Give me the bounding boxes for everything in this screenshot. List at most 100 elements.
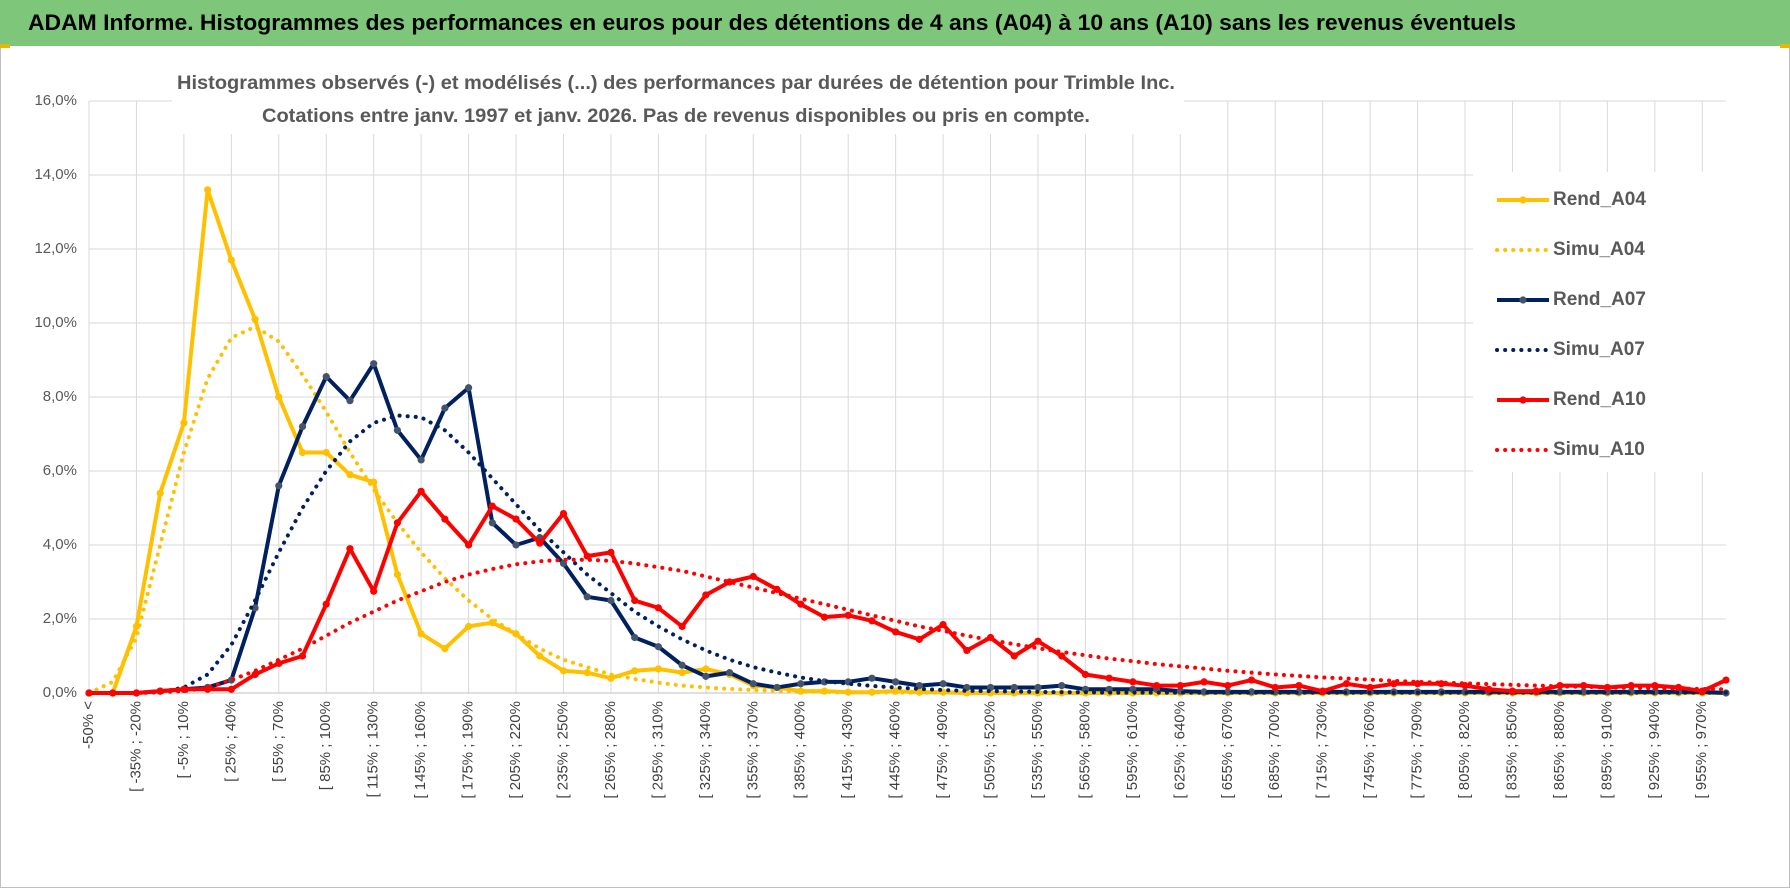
x-tick-label: [ 745% ; 760% xyxy=(1361,701,1378,799)
point xyxy=(464,622,473,631)
legend-marker xyxy=(1519,196,1527,204)
x-tick-label: [ 235% ; 250% xyxy=(554,701,571,799)
point xyxy=(631,667,639,675)
legend: Rend_A04 Simu_A04 Rend_A07 Simu_A07 Rend_A10… xyxy=(1473,172,1726,472)
chart-title: Histogrammes observés (-) et modélisés (… xyxy=(177,73,1175,94)
x-tick-label: [ 805% ; 820% xyxy=(1456,701,1473,799)
point xyxy=(1556,688,1564,696)
legend-box xyxy=(1473,172,1726,472)
legend-label: Rend_A07 xyxy=(1553,289,1646,310)
point xyxy=(654,643,662,651)
point xyxy=(346,471,354,479)
point xyxy=(441,515,449,523)
point xyxy=(773,683,781,692)
point xyxy=(322,373,330,381)
x-tick-label: [ 325% ; 340% xyxy=(697,701,714,799)
point xyxy=(654,665,662,673)
x-tick-label: [ 625% ; 640% xyxy=(1171,701,1188,799)
x-tick-label: [ 85% ; 100% xyxy=(317,701,334,790)
point xyxy=(559,509,568,518)
legend-label: Rend_A04 xyxy=(1553,189,1646,210)
point xyxy=(986,633,995,642)
x-tick-label: [ 565% ; 580% xyxy=(1076,701,1093,799)
point xyxy=(1129,678,1137,686)
legend-marker xyxy=(1519,296,1527,304)
x-tick-label: [ 895% ; 910% xyxy=(1598,701,1615,799)
x-tick-label: [ 925% ; 940% xyxy=(1646,701,1663,799)
x-tick-label: [ 445% ; 460% xyxy=(887,701,904,799)
point xyxy=(275,482,283,490)
x-tick-label: [ 865% ; 880% xyxy=(1551,701,1568,799)
point xyxy=(678,661,686,669)
point xyxy=(892,678,900,686)
point xyxy=(298,448,307,457)
point xyxy=(1153,682,1161,690)
corner xyxy=(1780,44,1790,48)
chart-subtitle: Cotations entre janv. 1997 et janv. 2026… xyxy=(262,106,1090,127)
point xyxy=(631,633,639,642)
x-tick-label: [ 115% ; 130% xyxy=(365,701,382,797)
y-tick-label: 4,0% xyxy=(43,536,77,553)
point xyxy=(797,687,805,695)
point xyxy=(797,680,805,688)
point xyxy=(322,600,330,608)
point xyxy=(939,680,947,688)
point xyxy=(1034,683,1042,692)
point xyxy=(1010,652,1018,660)
point xyxy=(227,256,235,264)
point xyxy=(322,448,330,457)
point xyxy=(749,680,757,688)
point xyxy=(464,384,473,392)
point xyxy=(1532,687,1540,695)
point xyxy=(417,456,425,464)
point xyxy=(251,670,259,679)
y-tick-label: 0,0% xyxy=(43,684,77,701)
y-tick-label: 16,0% xyxy=(34,92,77,109)
point xyxy=(298,652,307,660)
point xyxy=(204,186,212,194)
point xyxy=(749,572,757,581)
point xyxy=(583,669,591,677)
x-tick-label: [ 175% ; 190% xyxy=(460,701,477,799)
point xyxy=(1224,688,1232,696)
y-tick-label: 12,0% xyxy=(34,240,77,257)
point xyxy=(844,611,852,619)
x-tick-label: [ 415% ; 430% xyxy=(839,701,856,799)
point xyxy=(702,665,710,673)
y-tick-label: 2,0% xyxy=(43,610,77,627)
plot: -50% < [ -35% ; -20% [ -5% ; 10% [ 25% ; 40… xyxy=(34,92,1730,799)
point xyxy=(393,426,402,434)
point xyxy=(1366,683,1374,692)
point xyxy=(512,515,520,523)
point xyxy=(1247,688,1256,696)
point xyxy=(1271,683,1279,692)
point xyxy=(346,397,354,405)
point xyxy=(1342,680,1351,688)
point xyxy=(1319,687,1327,695)
x-tick-label: [ 145% ; 160% xyxy=(412,701,429,799)
point xyxy=(488,519,496,527)
point xyxy=(1413,680,1422,688)
point xyxy=(725,669,734,677)
point xyxy=(156,489,164,497)
point xyxy=(1105,674,1113,682)
point xyxy=(1081,670,1090,679)
point xyxy=(1580,688,1588,696)
point xyxy=(915,682,923,690)
point xyxy=(631,596,639,605)
y-tick-label: 14,0% xyxy=(34,166,77,183)
banner xyxy=(0,0,1790,46)
y-tick-label: 6,0% xyxy=(43,462,77,479)
point xyxy=(275,393,283,401)
point xyxy=(227,685,235,693)
x-tick-label: [ 25% ; 40% xyxy=(222,701,239,782)
point xyxy=(583,593,591,601)
point xyxy=(868,617,876,625)
x-tick-label: [ 265% ; 280% xyxy=(602,701,619,799)
point xyxy=(1224,682,1232,690)
point xyxy=(915,635,923,643)
series-line xyxy=(89,361,1727,695)
x-tick-label: [ -5% ; 10% xyxy=(175,701,192,779)
point xyxy=(583,552,591,560)
